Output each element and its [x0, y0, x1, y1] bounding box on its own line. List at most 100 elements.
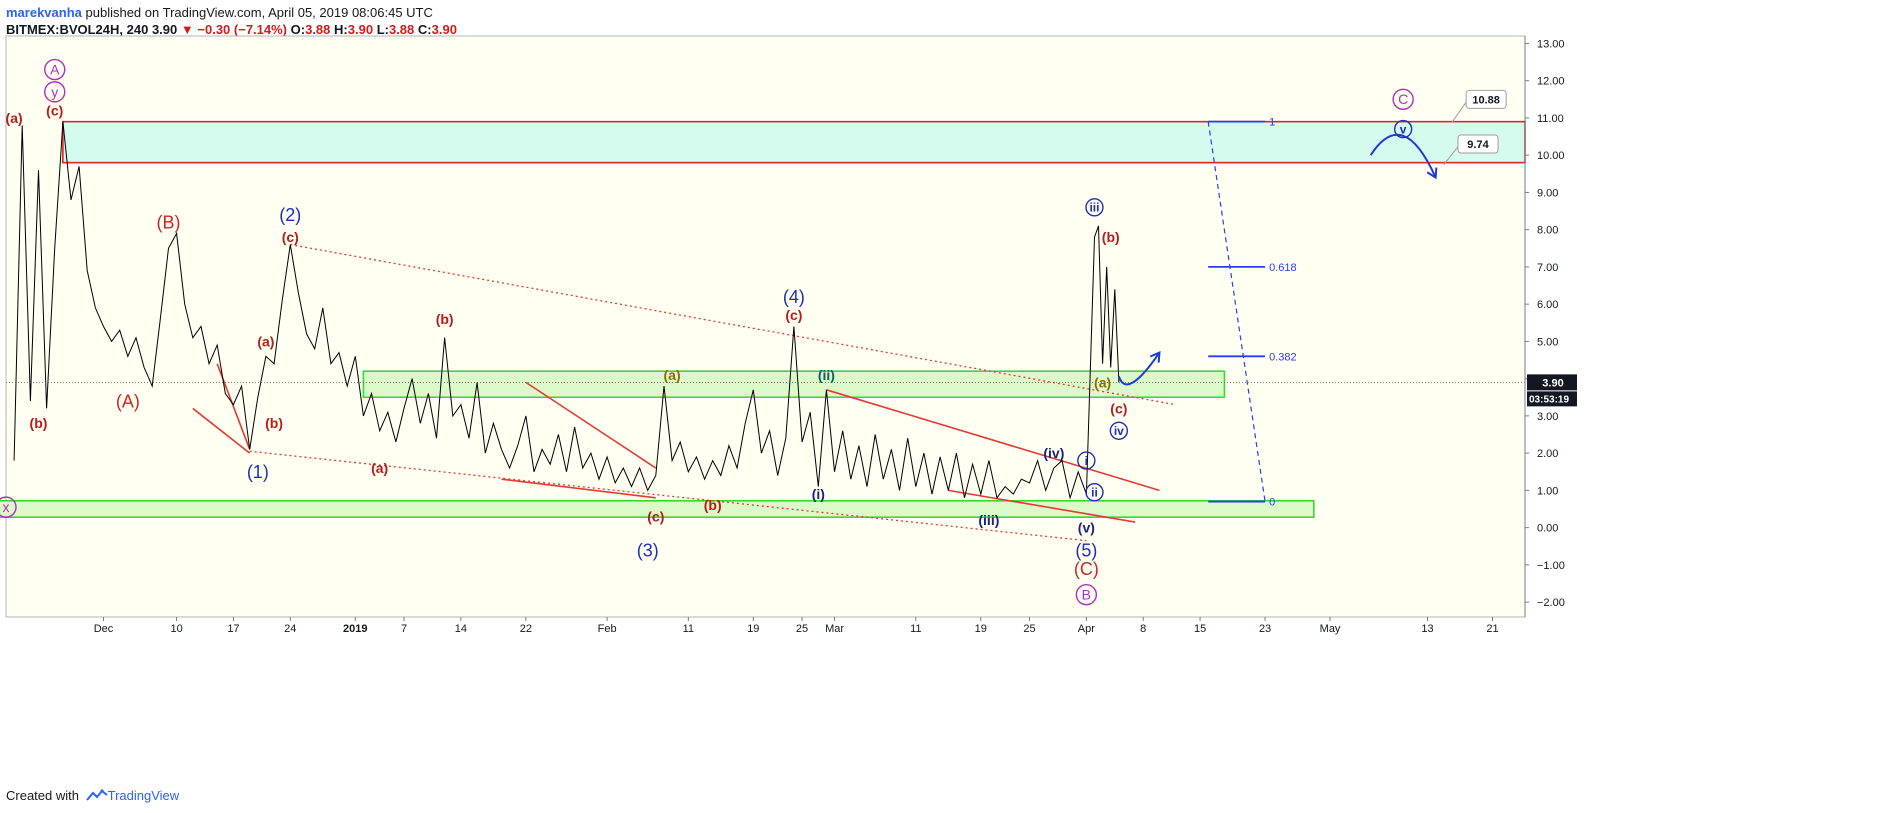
author-link[interactable]: marekvanha — [6, 5, 82, 20]
ohlc-values: O:3.88 H:3.90 L:3.88 C:3.90 — [291, 22, 457, 37]
price-line — [13, 121, 1120, 500]
wave-label-circle — [1393, 119, 1413, 139]
wave-label: v — [1400, 122, 1407, 136]
ohlc-close-key: C: — [417, 22, 432, 37]
price-tick-label: 8.00 — [1537, 225, 1558, 237]
wave-label: (4) — [783, 287, 805, 307]
fib-level-label: 0 — [1269, 497, 1275, 509]
last-price-tag — [1527, 374, 1577, 391]
wave-label: (B) — [156, 213, 180, 233]
wave-label: (b) — [704, 497, 722, 513]
time-tick-label: May — [1320, 623, 1341, 635]
wave-label: (5) — [1075, 540, 1097, 560]
callout-pointer — [1451, 99, 1469, 123]
price-callouts-layer: 10.88 9.74 — [1443, 89, 1507, 166]
wave-label: (C) — [1074, 559, 1099, 579]
fib-trend-line — [1207, 121, 1266, 502]
time-tick-label: 22 — [520, 623, 532, 635]
price-tick-label: 5.00 — [1537, 336, 1558, 348]
down-arrow-icon: ▼ — [180, 22, 194, 37]
wave-label: (c) — [647, 508, 664, 524]
time-tick-label: Dec — [94, 623, 114, 635]
price-tick-label: 6.00 — [1537, 299, 1558, 311]
wave-label-circle — [1085, 198, 1104, 217]
tradingview-logo-icon — [85, 789, 108, 801]
fib-level-label: 0.618 — [1269, 262, 1297, 274]
time-tick-label: 11 — [910, 623, 921, 635]
wave-label-circle — [1109, 421, 1129, 440]
price-tick-label: 9.00 — [1537, 187, 1558, 199]
time-tick-label: Feb — [598, 623, 617, 635]
wave-label-circle — [1085, 483, 1104, 502]
lower-channel-line — [249, 450, 1087, 542]
wedge-line-2 — [192, 407, 251, 454]
ohlc-high-key: H: — [334, 22, 348, 37]
countdown-label: 03:53:19 — [1529, 394, 1569, 405]
time-tick-label: 2019 — [343, 623, 367, 635]
wave-label: (a) — [371, 460, 388, 476]
price-tick-label: −1.00 — [1537, 560, 1565, 572]
zones-layer — [0, 120, 1526, 518]
fib-retracement[interactable]: 1 0.618 0.382 0 — [1207, 117, 1297, 509]
wave-label: C — [1398, 91, 1408, 107]
time-tick-label: Mar — [825, 623, 844, 635]
lower-zone — [0, 499, 1315, 518]
ohlc-open-key: O: — [290, 22, 306, 37]
wave-labels-layer: Ay (a) (c) (b) x (B) (A) (2) (c) (a) (b) (1) (a) (b) (… — [0, 58, 1414, 606]
price-tick-label: 3.00 — [1537, 411, 1558, 423]
ohlc-low-value: 3.88 — [388, 22, 415, 37]
price-axis[interactable]: 13.00 12.00 11.00 10.00 9.00 8.00 7.00 6.00 5.00… — [1524, 36, 1577, 617]
wave-label-circle — [44, 81, 66, 103]
wave-label: (c) — [46, 102, 63, 118]
trendlines-layer — [192, 243, 1176, 542]
wave-label: (i) — [812, 486, 825, 502]
tradingview-link[interactable]: TradingView — [107, 788, 180, 803]
projection-arrow-down — [1369, 133, 1437, 178]
price-tick-label: 2.00 — [1537, 448, 1558, 460]
time-tick-label: Apr — [1078, 623, 1095, 635]
symbol-name: BITMEX:BVOL24H, 240 — [6, 22, 149, 37]
wave-label: (c) — [1110, 400, 1127, 416]
time-tick-label: 23 — [1259, 623, 1271, 635]
time-tick-label: 24 — [284, 623, 296, 635]
time-tick-label: 25 — [796, 623, 808, 635]
wave-label: (a) — [257, 333, 274, 349]
price-series-layer — [6, 121, 1525, 500]
time-tick-label: 19 — [975, 623, 987, 635]
ohlc-close-value: 3.90 — [431, 22, 457, 37]
time-tick-label: 19 — [747, 623, 759, 635]
countdown-tag — [1527, 391, 1577, 407]
time-tick-label: 25 — [1023, 623, 1035, 635]
wave-label: (A) — [116, 391, 140, 411]
projection-arrow-down-head — [1426, 167, 1438, 180]
wave-label-circle — [0, 496, 17, 518]
wedge-line-5 — [826, 389, 1160, 492]
time-tick-label: 15 — [1194, 623, 1206, 635]
time-axis[interactable]: Dec 10 17 24 2019 7 14 22 Feb 11 19 25 Mar 11 19 25 Apr 8… — [94, 617, 1499, 635]
wave-label-circle — [1392, 88, 1414, 111]
wave-label: (ii) — [818, 367, 835, 383]
price-tick-label: 11.00 — [1537, 113, 1564, 125]
wave-label: (1) — [247, 462, 269, 482]
symbol-info: BITMEX:BVOL24H, 240 3.90 ▼ −0.30 (−7.14%… — [6, 22, 457, 37]
wedge-line-3 — [525, 381, 657, 469]
time-tick-label: 21 — [1486, 623, 1498, 635]
wave-label: ii — [1091, 485, 1098, 499]
ohlc-low-key: L: — [376, 22, 389, 37]
wave-label: B — [1082, 587, 1091, 603]
last-price: 3.90 — [151, 22, 178, 37]
wave-label: (b) — [30, 415, 48, 431]
footer: Created with TradingView — [6, 788, 179, 803]
fib-level-label: 1 — [1269, 117, 1275, 129]
publish-text: published on TradingView.com, April 05, … — [81, 5, 433, 20]
callout-label: 10.88 — [1472, 94, 1500, 106]
time-tick-label: 14 — [455, 623, 467, 635]
wave-label: i — [1085, 454, 1088, 468]
fib-level-label: 0.382 — [1269, 351, 1297, 363]
wave-label: (iii) — [978, 512, 999, 528]
price-tick-label: 7.00 — [1537, 262, 1558, 274]
wave-label: (iv) — [1043, 445, 1064, 461]
wave-label: iv — [1114, 424, 1124, 438]
price-change: −0.30 (−7.14%) — [197, 22, 288, 37]
